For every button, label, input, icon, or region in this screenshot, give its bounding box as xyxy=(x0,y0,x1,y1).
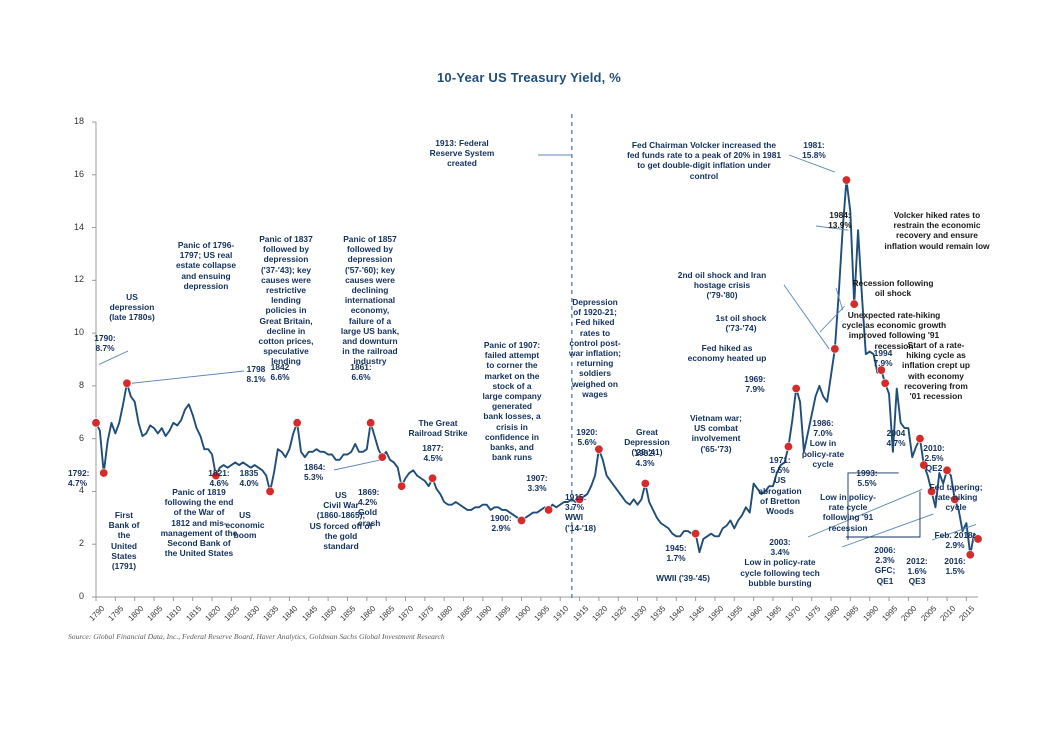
annotation-1915-point: 1915: 3.7% WWI ('14-'18) xyxy=(565,492,596,533)
y-tick-label: 0 xyxy=(78,591,84,601)
annotation-1969-point: 1969: 7.9% xyxy=(744,374,766,395)
annotation-1920-point: 1920: 5.6% xyxy=(576,427,598,448)
y-tick-label: 4 xyxy=(78,485,84,496)
annotation-depression-1920: Depression of 1920-21; Fed hiked rates t… xyxy=(568,297,622,399)
annotation-1932-point: 1932: 4.3% xyxy=(634,448,656,469)
y-tick-label: 14 xyxy=(73,221,84,232)
annotation-great-depression: Great Depression ('29-'41) xyxy=(624,427,670,458)
y-tick-label: 6 xyxy=(78,432,84,443)
annotation-low-policy-91: Low in policy- rate cycle following '91 … xyxy=(820,492,876,533)
annotation-1821-point: 1821: 4.6% xyxy=(208,468,230,489)
annotation-1st-oil-shock: 1st oil shock ('73-'74) xyxy=(715,313,767,334)
annotation-1907-point: 1907: 3.3% xyxy=(526,473,548,494)
annotation-1835-point: 1835 4.0% xyxy=(239,468,259,489)
annotation-volcker: Fed Chairman Volcker increased the fed f… xyxy=(626,140,782,181)
annotation-1790-point: 1790: 8.7% xyxy=(94,333,116,354)
chart-title: 10-Year US Treasury Yield, % xyxy=(436,70,622,85)
annotation-1877-point: 1877: 4.5% xyxy=(422,443,444,464)
annotation-fed-created: 1913: Federal Reserve System created xyxy=(429,138,495,169)
annotation-1994-point: 1994 7.9% xyxy=(873,348,893,369)
annotation-1986-point: 1986: 7.0% Low in policy-rate cycle xyxy=(801,418,845,469)
annotation-panic-1819: Panic of 1819 following the end of the W… xyxy=(160,487,238,559)
source-note: Source: Global Financial Data, Inc., Fed… xyxy=(68,632,445,641)
annotation-1792-point: 1792: 4.7% xyxy=(68,468,90,489)
annotation-unexpected-hiking: Unexpected rate-hiking cycle as economic… xyxy=(841,310,947,351)
y-tick-label: 12 xyxy=(73,274,84,285)
annotation-1864-point: 1864: 5.3% xyxy=(304,462,326,483)
annotation-1842-point: 1842 6.6% xyxy=(270,362,290,383)
annotation-2012-point: 2012: 1.6% QE3 xyxy=(906,556,928,587)
annotation-2004-point: 2004 4.7% xyxy=(886,428,906,449)
annotation-taper: Fed tapering; rate-hiking cycle xyxy=(929,482,983,513)
annotation-2006-point: 2006: 2.3% GFC; QE1 xyxy=(874,545,896,586)
annotation-panic-1837: Panic of 1837 followed by depression ('3… xyxy=(258,234,314,367)
annotation-2018-point: Feb. 2018: 2.9% xyxy=(934,530,976,551)
annotation-1981-point: 1981: 15.8% xyxy=(802,140,826,161)
annotation-panic-1796: Panic of 1796- 1797; US real estate coll… xyxy=(175,240,237,291)
annotation-1993-point: 1993: 5.5% xyxy=(856,468,878,489)
annotation-fed-hiked-heated: Fed hiked as economy heated up xyxy=(687,343,767,364)
annotation-1861-point: 1861: 6.6% xyxy=(350,362,372,383)
y-tick-label: 18 xyxy=(73,116,84,126)
annotation-1900-point: 1900: 2.9% xyxy=(490,513,512,534)
annotation-us-depression: US depression (late 1780s) xyxy=(109,292,155,323)
annotation-1869-point: 1869: 4.2% Gold crash xyxy=(358,487,381,528)
annotation-1945-point: 1945: 1.7% xyxy=(665,543,687,564)
annotation-railroad-strike: The Great Railroad Strike xyxy=(408,418,468,439)
annotation-1971-point: 1971: 5.5% US abrogation of Bretton Wood… xyxy=(758,455,802,517)
annotation-start-hiking: Start of a rate- hiking cycle as inflati… xyxy=(902,340,970,402)
annotation-1984-point: 1984: 13.9% xyxy=(828,210,852,231)
annotation-recession-oil: Recession following oil shock xyxy=(852,278,934,299)
y-tick-label: 16 xyxy=(73,168,84,179)
annotation-2016-point: 2016: 1.5% xyxy=(944,556,966,577)
y-tick-label: 2 xyxy=(78,538,84,549)
annotation-civil-war: US Civil War (1860-1865); US forced off … xyxy=(309,490,373,552)
y-tick-label: 8 xyxy=(78,379,84,390)
annotation-volcker-hiked: Volcker hiked rates to restrain the econ… xyxy=(884,210,990,251)
annotation-2nd-oil-shock: 2nd oil shock and Iran hostage crisis ('… xyxy=(677,270,767,301)
annotation-panic-1907: Panic of 1907: failed attempt to corner … xyxy=(482,340,542,463)
annotation-us-boom: US economic boom xyxy=(225,510,265,541)
annotation-2003-point: 2003: 3.4% Low in policy-rate cycle foll… xyxy=(740,537,820,588)
annotation-wwii: WWII ('39-'45) xyxy=(656,573,710,583)
annotation-2010-point: 2010: 2.5% QE2 xyxy=(923,443,945,474)
annotation-panic-1857: Panic of 1857 followed by depression ('5… xyxy=(340,234,400,367)
y-tick-label: 10 xyxy=(73,327,84,338)
annotation-vietnam: Vietnam war; US combat involvement ('65-… xyxy=(690,413,742,454)
annotation-first-bank: First Bank of the United States (1791) xyxy=(108,510,140,572)
annotation-1798-point: 1798 8.1% xyxy=(246,364,266,385)
